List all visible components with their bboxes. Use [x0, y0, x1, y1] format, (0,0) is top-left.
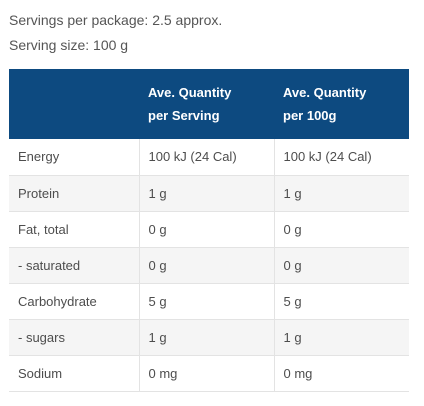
table-row: - saturated 0 g 0 g [9, 247, 409, 284]
per-100g-value: 0 g [273, 211, 409, 248]
nutrient-name: Protein [9, 175, 139, 212]
per-100g-value: 100 kJ (24 Cal) [273, 139, 409, 176]
table-row: - sugars 1 g 1 g [9, 319, 409, 356]
table-header-row: Ave. Quantity per Serving Ave. Quantity … [9, 69, 409, 139]
table-row: Fat, total 0 g 0 g [9, 211, 409, 248]
per-100g-value: 1 g [273, 319, 409, 356]
per-serving-value: 0 mg [138, 355, 274, 392]
per-serving-value: 100 kJ (24 Cal) [138, 139, 274, 176]
nutrition-table: Ave. Quantity per Serving Ave. Quantity … [9, 69, 409, 392]
header-per-100g-line2: per 100g [283, 108, 337, 123]
serving-size: Serving size: 100 g [9, 37, 129, 53]
per-serving-value: 5 g [138, 283, 274, 320]
header-nutrient [9, 69, 139, 139]
nutrient-name: Sodium [9, 355, 139, 392]
nutrient-name: Carbohydrate [9, 283, 139, 320]
nutrient-name: Energy [9, 139, 139, 176]
per-100g-value: 0 g [273, 247, 409, 284]
per-100g-value: 1 g [273, 175, 409, 212]
nutrient-name: - sugars [9, 319, 139, 356]
table-row: Sodium 0 mg 0 mg [9, 355, 409, 392]
per-serving-value: 0 g [138, 247, 274, 284]
header-per-100g-line1: Ave. Quantity [283, 85, 367, 100]
header-per-serving-line2: per Serving [148, 108, 220, 123]
table-row: Carbohydrate 5 g 5 g [9, 283, 409, 320]
table-row: Energy 100 kJ (24 Cal) 100 kJ (24 Cal) [9, 139, 409, 176]
per-serving-value: 1 g [138, 175, 274, 212]
servings-per-package: Servings per package: 2.5 approx. [9, 12, 223, 28]
per-serving-value: 0 g [138, 211, 274, 248]
table-row: Protein 1 g 1 g [9, 175, 409, 212]
nutrient-name: Fat, total [9, 211, 139, 248]
per-serving-value: 1 g [138, 319, 274, 356]
header-per-100g: Ave. Quantity per 100g [274, 69, 409, 139]
per-100g-value: 5 g [273, 283, 409, 320]
header-per-serving: Ave. Quantity per Serving [139, 69, 274, 139]
per-100g-value: 0 mg [273, 355, 409, 392]
header-per-serving-line1: Ave. Quantity [148, 85, 232, 100]
nutrient-name: - saturated [9, 247, 139, 284]
serving-info: Servings per package: 2.5 approx. Servin… [9, 8, 222, 58]
